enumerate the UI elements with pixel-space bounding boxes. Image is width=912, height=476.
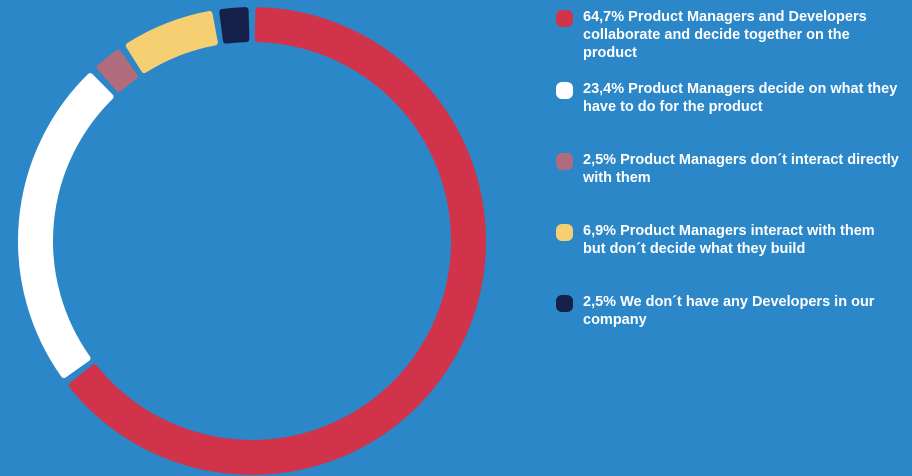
legend-text: 23,4% Product Managers decide on what th… bbox=[583, 80, 901, 116]
donut-segment bbox=[68, 7, 486, 475]
legend-value: 23,4% bbox=[583, 81, 625, 97]
legend-value: 2,5% bbox=[583, 294, 617, 310]
chart bbox=[18, 7, 486, 475]
legend-swatch bbox=[556, 224, 573, 241]
legend-item: 2,5% Product Managers don´t interact dir… bbox=[556, 151, 901, 187]
legend-swatch bbox=[556, 82, 573, 99]
legend-label: Product Managers decide on what they hav… bbox=[583, 81, 898, 115]
donut-segment bbox=[125, 10, 218, 74]
legend-text: 64,7% Product Managers and Developers co… bbox=[583, 8, 901, 62]
legend-value: 2,5% bbox=[583, 152, 617, 168]
legend-swatch bbox=[556, 10, 573, 27]
legend-swatch bbox=[556, 295, 573, 312]
donut-segment bbox=[96, 49, 138, 93]
legend-item: 2,5% We don´t have any Developers in our… bbox=[556, 293, 901, 329]
legend-item: 6,9% Product Managers interact with them… bbox=[556, 222, 901, 258]
legend-label: Product Managers and Developers collabor… bbox=[583, 9, 867, 61]
legend-text: 2,5% Product Managers don´t interact dir… bbox=[583, 151, 901, 187]
legend-swatch bbox=[556, 153, 573, 170]
legend-value: 64,7% bbox=[583, 9, 625, 25]
legend-text: 2,5% We don´t have any Developers in our… bbox=[583, 293, 901, 329]
donut-segment bbox=[18, 73, 114, 379]
legend-text: 6,9% Product Managers interact with them… bbox=[583, 222, 901, 258]
legend-value: 6,9% bbox=[583, 223, 617, 239]
legend-label: Product Managers don´t interact directly… bbox=[583, 152, 899, 186]
legend-item: 23,4% Product Managers decide on what th… bbox=[556, 80, 901, 116]
donut-segment bbox=[219, 7, 250, 44]
legend-item: 64,7% Product Managers and Developers co… bbox=[556, 8, 901, 62]
legend-label: We don´t have any Developers in our comp… bbox=[583, 294, 875, 328]
legend-label: Product Managers interact with them but … bbox=[583, 223, 875, 257]
